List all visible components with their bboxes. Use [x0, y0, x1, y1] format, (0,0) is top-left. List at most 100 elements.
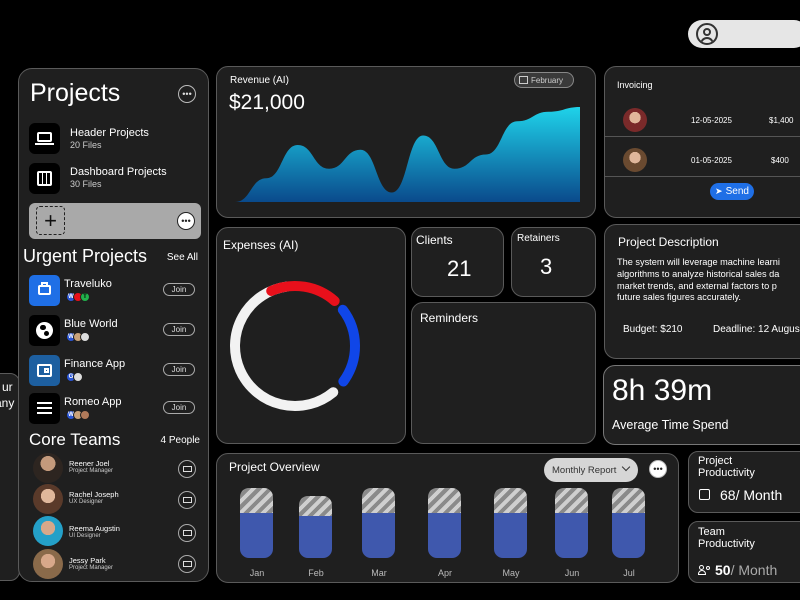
project-description-card: Project Description The system will leve…	[604, 224, 800, 359]
invoice-row[interactable]: 12-05-2025 $1,400	[605, 105, 800, 137]
team-member[interactable]: Reener Joel Project Manager	[19, 453, 208, 485]
team-member[interactable]: Jessy Park Project Manager	[19, 549, 208, 581]
mail-icon[interactable]	[178, 524, 196, 542]
send-button[interactable]: ➤ Send	[710, 183, 754, 200]
member-name: Jessy Park	[69, 556, 106, 565]
member-name: Reener Joel	[69, 459, 110, 468]
deadline-text: Deadline: 12 Augus	[713, 324, 800, 335]
globe-icon	[29, 315, 60, 346]
project-name: Dashboard Projects	[70, 166, 167, 178]
retainers-value: 3	[540, 254, 553, 279]
avatar	[33, 453, 63, 483]
member-avatar	[73, 372, 83, 382]
report-filter-dropdown[interactable]: Monthly Report	[544, 458, 638, 482]
dashboard-icon	[29, 163, 60, 194]
clients-card: Clients 21	[411, 227, 504, 297]
urgent-name: Blue World	[64, 318, 118, 330]
add-project-button[interactable]: + •••	[29, 203, 201, 239]
revenue-title: Revenue (AI)	[230, 75, 289, 86]
team-member[interactable]: Reema Augstin UI Designer	[19, 516, 208, 548]
join-button[interactable]: Join	[163, 401, 195, 414]
reminders-card: Reminders	[411, 302, 596, 444]
bar-progress	[555, 512, 588, 558]
bar-jan	[240, 488, 273, 558]
member-avatar: T	[80, 292, 90, 302]
urgent-name: Romeo App	[64, 396, 122, 408]
clients-value: 21	[447, 256, 472, 281]
team-productivity-title-1: Team	[698, 526, 725, 538]
core-teams-title: Core Teams	[29, 430, 121, 449]
avatar	[33, 516, 63, 546]
team-productivity-value: 50/ Month	[715, 562, 777, 578]
bar-progress	[240, 512, 273, 558]
member-name: Reema Augstin	[69, 524, 120, 533]
bar-feb	[299, 496, 332, 558]
project-name: Header Projects	[70, 127, 149, 139]
see-all-link[interactable]: See All	[166, 252, 198, 263]
description-title: Project Description	[618, 235, 719, 249]
user-icon	[696, 23, 718, 45]
time-spend-label: Average Time Spend	[612, 418, 729, 432]
budget-text: Budget: $210	[623, 324, 683, 335]
urgent-title: Urgent Projects	[23, 246, 148, 266]
member-role: UX Designer	[69, 499, 104, 505]
productivity-title-2: Productivity	[698, 467, 755, 479]
description-line: The system will leverage machine learni	[617, 257, 780, 267]
send-label: Send	[725, 186, 749, 197]
urgent-item-blue-world[interactable]: Blue World W Join	[29, 315, 203, 347]
left-peek-text-2: any	[0, 396, 15, 410]
invoice-date: 01-05-2025	[691, 156, 732, 165]
calendar-icon	[519, 76, 528, 84]
bar-jul	[612, 488, 645, 558]
invoice-amount: $400	[771, 156, 789, 165]
project-overview-card: Project Overview Monthly Report ••• Jan F…	[216, 453, 679, 583]
list-icon	[29, 393, 60, 424]
join-button[interactable]: Join	[163, 363, 195, 376]
add-more-icon[interactable]: •••	[177, 212, 195, 230]
donut-segment-blue	[337, 304, 360, 387]
time-spend-value: 8h 39m	[612, 374, 713, 407]
retainers-card: Retainers 3	[511, 227, 596, 297]
projects-more-icon[interactable]: •••	[178, 85, 196, 103]
invoicing-title: Invoicing	[617, 80, 653, 90]
bar-jun	[555, 488, 588, 558]
mail-icon[interactable]	[178, 491, 196, 509]
core-teams-count: 4 People	[160, 435, 200, 446]
month-selector[interactable]: February	[514, 72, 574, 88]
bar-progress	[494, 512, 527, 558]
bar-progress	[428, 512, 461, 558]
projects-title: Projects	[30, 79, 121, 107]
filter-label: Monthly Report	[552, 464, 617, 476]
productivity-title-1: Project	[698, 455, 733, 467]
overview-bar-chart: Jan Feb Mar Apr May Jun Jul	[217, 454, 678, 582]
member-role: UI Designer	[69, 533, 101, 539]
urgent-item-finance-app[interactable]: Finance App G Join	[29, 355, 203, 387]
join-button[interactable]: Join	[163, 323, 195, 336]
mail-icon[interactable]	[178, 555, 196, 573]
bar-may	[494, 488, 527, 558]
member-avatar	[80, 410, 90, 420]
team-member[interactable]: Rachel Joseph UX Designer	[19, 484, 208, 516]
project-item-header[interactable]: Header Projects 20 Files	[29, 123, 199, 155]
bar-apr	[428, 488, 461, 558]
urgent-item-romeo-app[interactable]: Romeo App W Join	[29, 393, 203, 425]
team-productivity-unit: / Month	[730, 562, 778, 578]
project-count: 20 Files	[70, 140, 102, 150]
bar-mar	[362, 488, 395, 558]
description-line: future sales figures accurately.	[617, 292, 741, 302]
mail-icon[interactable]	[178, 460, 196, 478]
time-spend-card: 8h 39m Average Time Spend	[603, 365, 800, 445]
bar-progress	[299, 515, 332, 558]
overview-more-icon[interactable]: •••	[649, 460, 667, 478]
month-label: Feb	[308, 568, 324, 578]
join-button[interactable]: Join	[163, 283, 195, 296]
clients-label: Clients	[416, 233, 453, 247]
overview-title: Project Overview	[229, 460, 320, 474]
urgent-item-traveluko[interactable]: Traveluko W T Join	[29, 275, 203, 307]
profile-pill[interactable]	[688, 20, 800, 48]
project-item-dashboard[interactable]: Dashboard Projects 30 Files	[29, 163, 199, 195]
invoice-row[interactable]: 01-05-2025 $400	[605, 145, 800, 177]
month-label: Jul	[623, 568, 635, 578]
team-productivity-card: Team Productivity 50/ Month	[688, 521, 800, 583]
urgent-name: Finance App	[64, 358, 126, 370]
